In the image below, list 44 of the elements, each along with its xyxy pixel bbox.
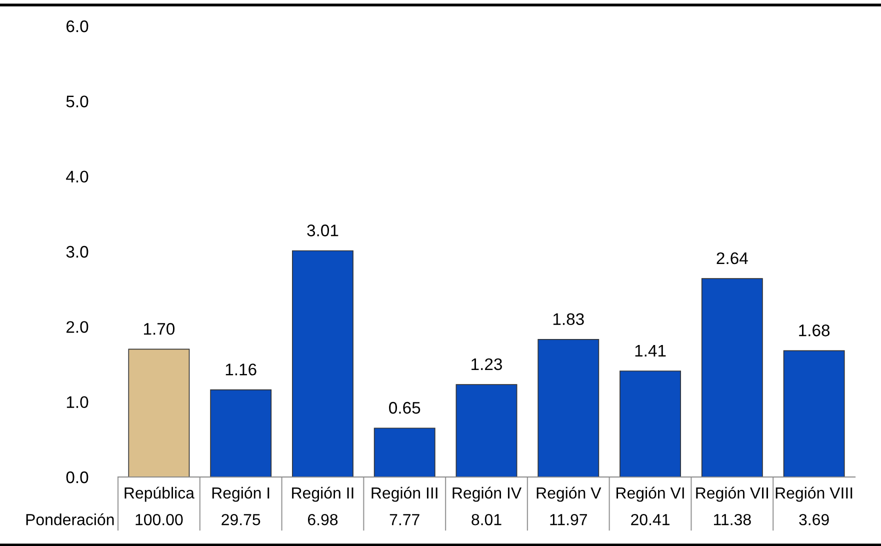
text: 8.01 — [472, 514, 502, 526]
bar — [701, 278, 763, 477]
data-label: 1.41 — [635, 344, 666, 356]
bar — [128, 348, 190, 477]
text: 11.38 — [714, 514, 751, 526]
x-tick-label: República — [124, 486, 194, 502]
bar — [620, 370, 681, 477]
bar — [210, 389, 272, 477]
text: Ponderación — [26, 513, 114, 526]
x-tick-label: Región IV — [452, 486, 522, 502]
x-tick-label: Región VII — [696, 486, 768, 502]
y-tick-label: 5.0 — [66, 96, 88, 108]
text: 20.41 — [631, 514, 670, 526]
text: 6.98 — [308, 514, 338, 526]
bar — [456, 384, 518, 477]
data-label: 1.23 — [472, 358, 502, 370]
y-tick-label: 4.0 — [66, 170, 88, 183]
data-label: 1.16 — [226, 364, 256, 376]
x-tick-label: Región II — [292, 486, 354, 502]
data-label: 3.01 — [307, 224, 338, 236]
x-tick-label: Región V — [536, 486, 602, 502]
y-tick-label: 3.0 — [66, 246, 88, 258]
text: 29.75 — [222, 514, 260, 526]
bar — [292, 250, 354, 477]
x-tick-label: Región III — [372, 486, 438, 502]
bar — [374, 428, 436, 477]
y-tick-label: 2.0 — [66, 321, 88, 333]
text: 100.00 — [136, 514, 183, 526]
y-tick-label: 6.0 — [66, 20, 88, 32]
data-label: 1.83 — [553, 313, 584, 326]
bar — [783, 350, 845, 477]
x-tick-label: Región VIII — [776, 486, 852, 502]
bar — [538, 339, 600, 477]
data-label: 1.70 — [144, 323, 175, 335]
data-label: 0.65 — [389, 402, 420, 414]
text: 7.77 — [390, 514, 420, 526]
data-label: 1.68 — [799, 324, 830, 336]
x-tick-label: Región VI — [616, 486, 684, 502]
data-label: 2.64 — [716, 252, 748, 264]
text: 3.69 — [799, 514, 829, 526]
y-tick-label: 0.0 — [66, 471, 88, 484]
text: 11.97 — [550, 514, 587, 526]
x-tick-label: Región I — [212, 486, 270, 502]
y-tick-label: 1.0 — [66, 396, 88, 408]
